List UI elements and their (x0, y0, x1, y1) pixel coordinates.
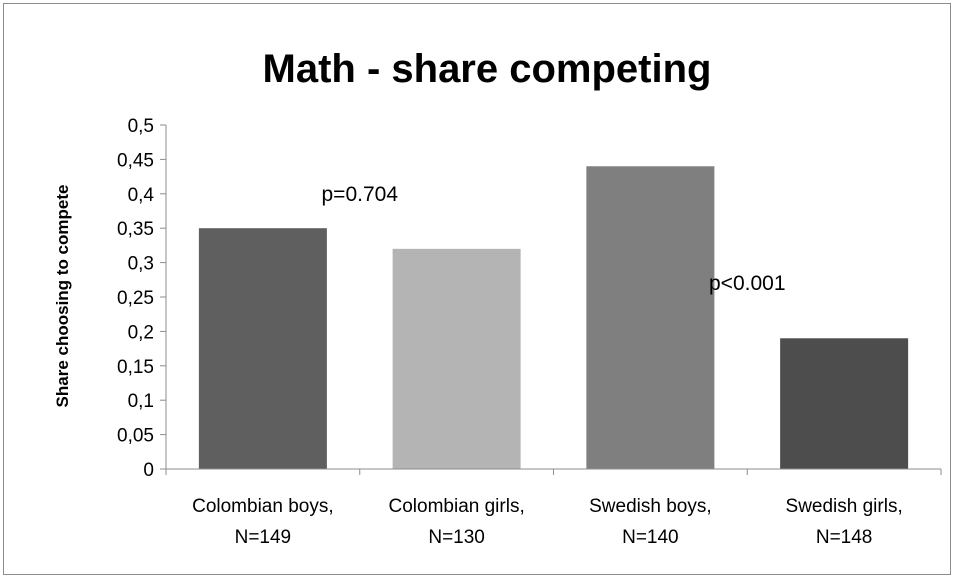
p-value-annotation: p<0.001 (709, 272, 786, 295)
x-category-label: Swedish boys, N=140 (589, 496, 712, 548)
y-tick-label: 0,35 (117, 219, 154, 240)
y-tick-label: 0 (143, 460, 154, 481)
y-tick-label: 0,3 (128, 254, 154, 275)
y-axis: 0 0,05 0,1 0,15 0,2 0,25 0,3 0,35 0,4 0,45 0,5 (117, 116, 167, 481)
y-tick-label: 0,1 (128, 391, 154, 412)
x-category-label: Colombian girls, N=130 (389, 496, 525, 548)
y-tick-label: 0,2 (128, 322, 154, 343)
annotations: p=0.704 p<0.001 (322, 183, 786, 295)
chart-title: Math - share competing (263, 47, 712, 91)
x-category-label: Colombian boys, N=149 (192, 496, 334, 548)
y-tick-label: 0,05 (117, 426, 154, 447)
bar (586, 166, 715, 469)
p-value-annotation: p=0.704 (322, 183, 399, 206)
bar (198, 228, 327, 469)
bar (780, 338, 909, 469)
x-category-label: Swedish girls, N=148 (786, 496, 903, 548)
x-axis: Colombian boys, N=149 Colombian girls, N=13… (165, 468, 942, 548)
y-tick-label: 0,15 (117, 357, 154, 378)
y-axis-label: Share choosing to compete (53, 185, 72, 408)
y-tick-label: 0,45 (117, 150, 154, 171)
y-tick-label: 0,25 (117, 288, 154, 309)
bars (198, 166, 909, 469)
y-tick-label: 0,4 (128, 185, 155, 206)
y-tick-label: 0,5 (128, 116, 154, 137)
bar (392, 248, 521, 469)
